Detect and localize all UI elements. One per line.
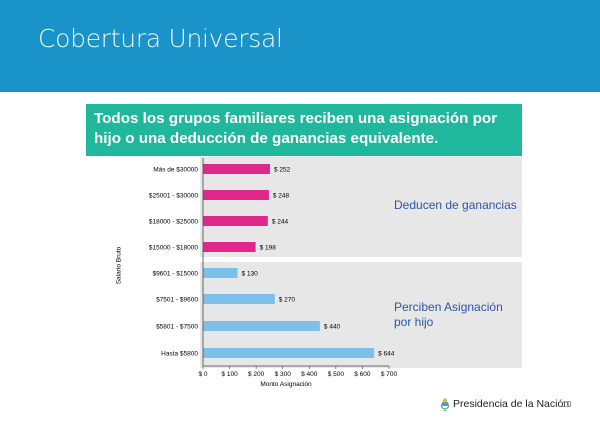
category-label: $15000 - $18000 bbox=[149, 245, 199, 252]
page-number: 10 bbox=[562, 399, 572, 409]
x-tick-label: $ 200 bbox=[248, 371, 265, 378]
bar bbox=[203, 190, 269, 200]
value-label: $ 644 bbox=[378, 351, 395, 358]
value-label: $ 252 bbox=[274, 167, 291, 174]
bar bbox=[203, 216, 268, 226]
value-label: $ 270 bbox=[279, 297, 296, 304]
value-label: $ 440 bbox=[324, 324, 341, 331]
bar bbox=[203, 242, 256, 252]
y-axis-label: Salario Bruto bbox=[115, 246, 123, 285]
headline-text: Todos los grupos familiares reciben una … bbox=[94, 110, 498, 147]
bar bbox=[203, 164, 270, 174]
x-tick-label: $ 100 bbox=[221, 371, 238, 378]
category-label: Hasta $5800 bbox=[161, 351, 198, 358]
x-tick-label: $ 700 bbox=[381, 371, 398, 378]
section-label-deducen: Deducen de ganancias bbox=[394, 198, 517, 212]
category-label: $7501 - $9600 bbox=[156, 297, 198, 304]
section-label-perciben: Perciben Asignación por hijo bbox=[394, 300, 503, 329]
bar bbox=[203, 294, 275, 304]
headline-banner: Todos los grupos familiares reciben una … bbox=[86, 104, 522, 156]
value-label: $ 244 bbox=[272, 219, 289, 226]
bar bbox=[203, 348, 375, 358]
x-tick-label: $ 500 bbox=[328, 371, 345, 378]
header-bar: Cobertura Universal bbox=[0, 0, 600, 92]
category-label: Más de $30000 bbox=[153, 167, 198, 174]
category-label: $18000 - $25000 bbox=[149, 219, 199, 226]
value-label: $ 130 bbox=[242, 271, 259, 278]
category-label: $25001 - $30000 bbox=[149, 193, 199, 200]
x-tick-label: $ 300 bbox=[275, 371, 292, 378]
x-axis-label: Monto Asignación bbox=[260, 381, 312, 388]
category-label: $9601 - $15000 bbox=[152, 271, 198, 278]
coat-of-arms-icon bbox=[440, 398, 450, 411]
value-label: $ 248 bbox=[273, 193, 290, 200]
x-tick-label: $ 0 bbox=[198, 371, 207, 378]
footer-org: Presidencia de la Nación bbox=[453, 398, 570, 410]
bar bbox=[203, 268, 238, 278]
bar bbox=[203, 321, 320, 331]
value-label: $ 198 bbox=[260, 245, 277, 252]
x-tick-label: $ 600 bbox=[354, 371, 371, 378]
page-title: Cobertura Universal bbox=[38, 24, 283, 53]
category-label: $5801 - $7500 bbox=[156, 324, 198, 331]
x-tick-label: $ 400 bbox=[301, 371, 318, 378]
